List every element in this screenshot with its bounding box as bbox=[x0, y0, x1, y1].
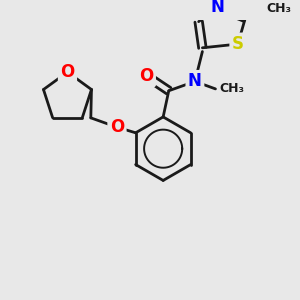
Text: S: S bbox=[232, 35, 244, 53]
Text: N: N bbox=[210, 0, 224, 16]
Text: CH₃: CH₃ bbox=[266, 2, 291, 15]
Text: O: O bbox=[60, 63, 75, 81]
Text: O: O bbox=[139, 67, 154, 85]
Text: N: N bbox=[188, 72, 202, 90]
Text: O: O bbox=[110, 118, 124, 136]
Text: CH₃: CH₃ bbox=[219, 82, 244, 95]
